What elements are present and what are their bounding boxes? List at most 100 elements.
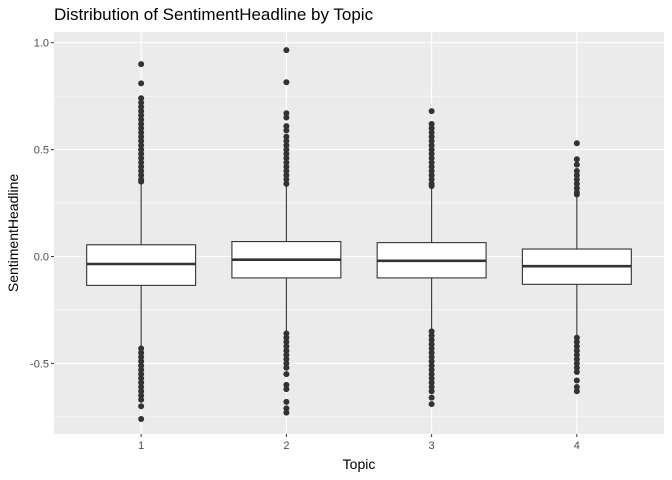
outlier-point [283,330,290,337]
outlier-point [428,358,435,365]
outlier-point [428,375,435,382]
outlier-point [283,405,290,412]
outlier-point [138,146,145,153]
outlier-point [428,371,435,378]
outlier-point [283,180,290,187]
outlier-point [138,172,145,179]
outlier-point [138,354,145,361]
outlier-point [428,379,435,386]
outlier-point [283,398,290,405]
outlier-point [573,339,580,346]
outlier-point [138,112,145,119]
outlier-point [138,61,145,68]
outlier-point [428,401,435,408]
outlier-point [428,142,435,149]
x-tick-label: 4 [574,440,580,452]
outlier-point [428,176,435,183]
outlier-point [428,332,435,339]
outlier-point [573,351,580,358]
outlier-point [283,364,290,371]
outlier-point [428,354,435,361]
box-topic-4 [521,140,632,395]
outlier-point [283,114,290,121]
outlier-point [138,388,145,395]
outlier-point [283,123,290,130]
outlier-point [138,371,145,378]
box-topic-3 [376,108,487,408]
outlier-point [428,125,435,132]
outlier-point [428,341,435,348]
outlier-point [428,138,435,145]
outlier-point [138,138,145,145]
outlier-point [428,383,435,390]
outlier-point [138,133,145,140]
outlier-point [283,172,290,179]
x-tick-label: 3 [429,440,435,452]
outlier-point [138,396,145,403]
outlier-point [138,142,145,149]
outlier-point [138,403,145,410]
outlier-point [428,108,435,115]
outlier-point [428,172,435,179]
outlier-point [283,150,290,157]
outlier-point [138,103,145,110]
outlier-point [283,339,290,346]
outlier-point [428,150,435,157]
outlier-point [428,129,435,136]
outlier-point [283,167,290,174]
outlier-point [283,356,290,363]
y-tick-label: 1.0 [34,38,49,50]
outlier-point [138,129,145,136]
outlier-point [428,155,435,162]
outlier-point [138,116,145,123]
outlier-point [138,108,145,115]
outlier-point [283,138,290,145]
outlier-point [283,351,290,358]
outlier-point [138,125,145,132]
outlier-point [138,379,145,386]
outlier-point [428,167,435,174]
x-axis-title: Topic [343,456,376,472]
outlier-point [138,178,145,185]
y-tick-label: -0.5 [30,358,49,370]
outlier-point [283,142,290,149]
outlier-point [428,336,435,343]
box-topic-2 [231,47,342,416]
outlier-point [283,360,290,367]
outlier-point [283,409,290,416]
outlier-point [573,167,580,174]
box-topic-1 [86,61,197,423]
y-axis-title: SentimentHeadline [5,174,21,293]
outlier-point [138,95,145,102]
outlier-point [138,163,145,170]
outlier-point [283,47,290,54]
outlier-point [138,366,145,373]
outlier-point [138,349,145,356]
outlier-point [138,80,145,87]
outlier-point [283,163,290,170]
outlier-point [138,99,145,106]
outlier-point [573,191,580,198]
y-tick-label: 0.0 [34,252,49,264]
outlier-point [138,167,145,174]
outlier-point [573,388,580,395]
outlier-point [573,172,580,179]
outlier-point [138,375,145,382]
outlier-point [138,155,145,162]
x-tick-label: 1 [138,440,144,452]
outlier-point [283,110,290,117]
outlier-point [428,120,435,127]
outlier-point [138,362,145,369]
outlier-point [428,163,435,170]
outlier-point [138,416,145,423]
y-tick-label: 0.5 [34,145,49,157]
outlier-point [573,176,580,183]
outlier-point [138,358,145,365]
outlier-point [428,366,435,373]
x-tick-label: 2 [283,440,289,452]
y-axis: -0.5 0.0 0.5 1.0 [30,38,54,370]
outlier-point [428,362,435,369]
outlier-point [428,182,435,189]
outlier-point [573,180,580,187]
outlier-point [138,159,145,166]
